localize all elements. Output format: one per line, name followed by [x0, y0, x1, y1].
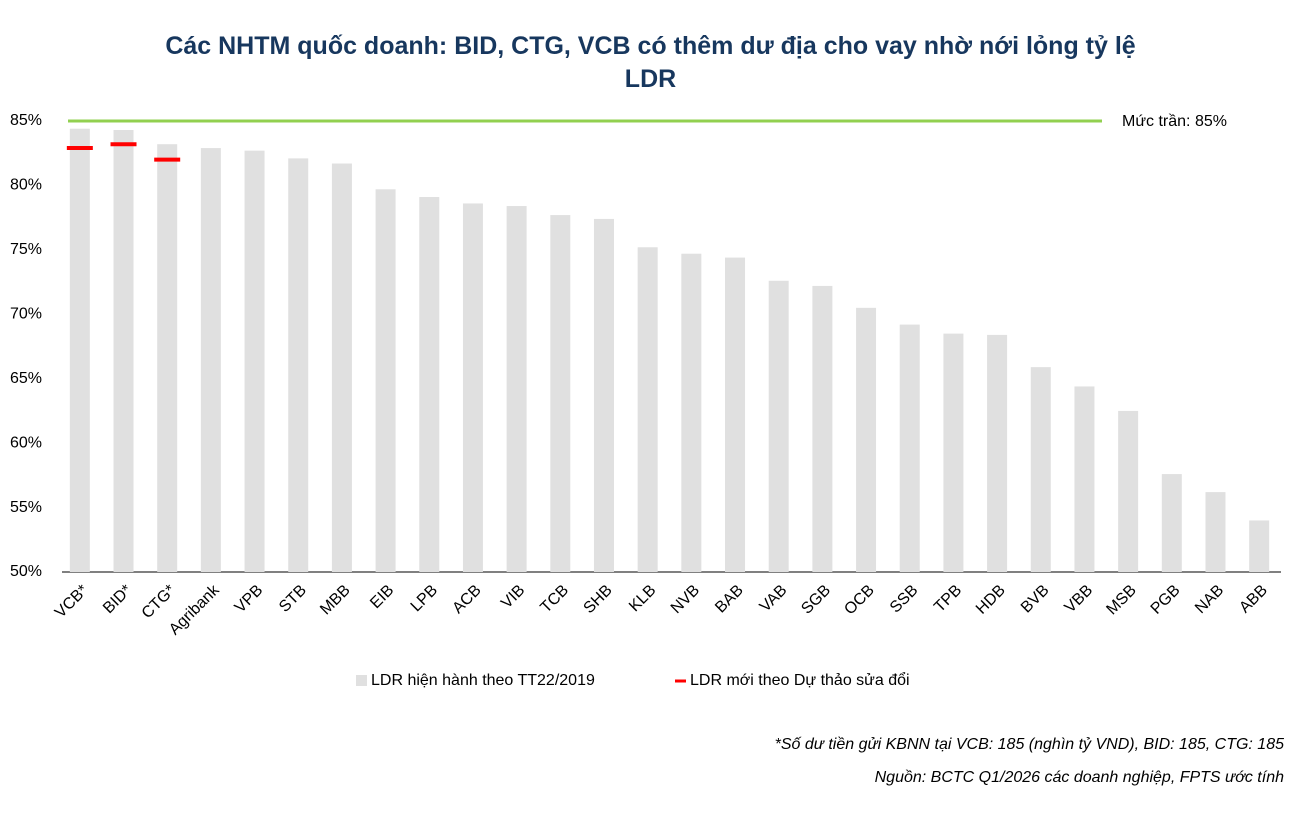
bar	[375, 189, 396, 572]
x-tick-label: VBB	[1062, 582, 1097, 617]
x-tick-label: MSB	[1103, 582, 1140, 619]
bar	[637, 247, 658, 572]
bar	[462, 203, 483, 572]
x-tick-label: KLB	[626, 582, 659, 615]
y-tick-label: 65%	[10, 370, 42, 387]
bar	[113, 130, 134, 572]
x-tick-label: VIB	[498, 582, 528, 612]
bar	[593, 218, 614, 572]
legend-label: LDR mới theo Dự thảo sửa đổi	[690, 671, 910, 689]
bar	[681, 253, 702, 573]
bar	[157, 144, 178, 573]
x-tick-label: MBB	[317, 582, 354, 619]
x-tick-label: LPB	[408, 582, 441, 615]
bar	[1074, 386, 1095, 572]
bar	[725, 257, 746, 572]
x-tick-label: BID*	[100, 582, 135, 617]
x-tick-label: TCB	[537, 582, 572, 617]
bar	[1161, 474, 1182, 572]
x-tick-label: ABB	[1236, 582, 1271, 617]
bar	[244, 150, 265, 572]
bar	[1030, 367, 1051, 572]
x-tick-label: VAB	[757, 582, 791, 616]
bar	[331, 163, 352, 572]
y-tick-label: 85%	[10, 112, 42, 129]
bar	[1118, 410, 1139, 572]
bar	[856, 307, 877, 572]
x-tick-label: SSB	[887, 582, 922, 617]
bar	[1205, 492, 1226, 572]
x-tick-label: STB	[276, 582, 310, 616]
x-tick-label: VPB	[232, 582, 267, 617]
reference-label: Mức trần: 85%	[1122, 113, 1227, 130]
y-tick-label: 80%	[10, 177, 42, 194]
bar	[288, 158, 309, 572]
x-tick-label: BAB	[712, 582, 747, 617]
x-tick-label: NVB	[668, 582, 703, 617]
y-tick-label: 70%	[10, 306, 42, 323]
legend-swatch	[356, 675, 367, 686]
bar	[987, 334, 1008, 572]
bar	[768, 280, 789, 572]
bar	[419, 197, 440, 573]
bar	[506, 206, 527, 572]
x-tick-label: SGB	[798, 582, 834, 618]
x-tick-label: OCB	[841, 582, 878, 619]
y-tick-label: 55%	[10, 499, 42, 516]
x-tick-label: PGB	[1148, 582, 1184, 618]
x-tick-label: TPB	[931, 582, 965, 616]
x-tick-label: CTG*	[139, 582, 179, 622]
bar	[69, 128, 90, 572]
y-tick-label: 60%	[10, 434, 42, 451]
bar	[943, 333, 964, 572]
x-tick-label: SHB	[581, 582, 616, 617]
note: Nguồn: BCTC Q1/2026 các doanh nghiệp, FP…	[875, 769, 1284, 786]
chart-title: Các NHTM quốc doanh: BID, CTG, VCB có th…	[165, 32, 1136, 93]
x-tick-label: VCB*	[52, 582, 92, 622]
legend-label: LDR hiện hành theo TT22/2019	[371, 672, 595, 689]
bar	[812, 285, 833, 572]
x-tick-label: HDB	[973, 582, 1009, 618]
note: *Số dư tiền gửi KBNN tại VCB: 185 (nghìn…	[775, 736, 1284, 753]
x-tick-label: ACB	[449, 582, 484, 617]
x-tick-label: BVB	[1018, 582, 1053, 617]
bar	[899, 324, 920, 572]
bar	[550, 215, 571, 572]
x-tick-label: EIB	[367, 582, 397, 612]
x-tick-label: NAB	[1192, 582, 1227, 617]
y-tick-label: 50%	[10, 563, 42, 580]
bar	[1249, 520, 1270, 572]
bar	[200, 148, 221, 572]
y-tick-label: 75%	[10, 241, 42, 258]
